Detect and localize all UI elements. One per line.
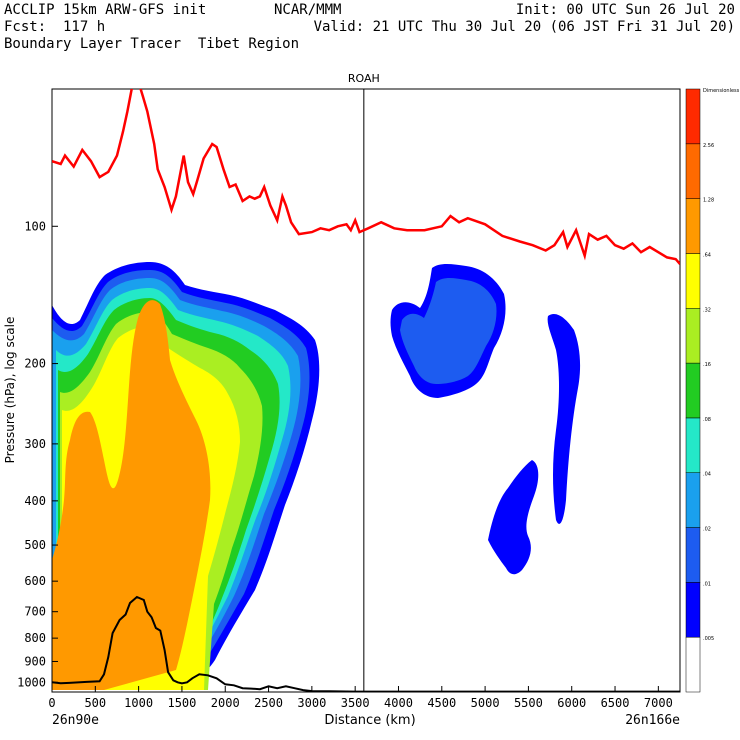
x-tick-label: 5500	[514, 696, 543, 710]
colorbar-swatch	[685, 198, 701, 254]
x-tick-label: 5000	[471, 696, 500, 710]
tracer-contour-fill	[52, 262, 581, 690]
y-tick-label: 500	[24, 538, 46, 552]
y-axis-label: Pressure (hPa), log scale	[3, 317, 17, 464]
x-tick-label: 4500	[427, 696, 456, 710]
header-organization: NCAR/MMM	[274, 2, 342, 18]
colorbar-level-label: Dimensionless	[703, 88, 740, 94]
colorbar-swatch	[685, 143, 701, 199]
colorbar-level-label: .02	[703, 527, 711, 533]
y-tick-label: 400	[24, 494, 46, 508]
colorbar-swatch	[685, 582, 701, 638]
y-tick-label: 100	[24, 219, 46, 233]
contour-blob-far-right	[547, 313, 581, 524]
y-tick-label: 600	[24, 574, 46, 588]
colorbar-swatch	[685, 88, 701, 145]
x-tick-label: 0	[48, 696, 55, 710]
colorbar-level-label: .32	[703, 307, 711, 313]
colorbar-swatch	[685, 472, 701, 528]
y-tick-label: 800	[24, 631, 46, 645]
colorbar-level-label: .08	[703, 417, 711, 423]
x-tick-label: 3500	[341, 696, 370, 710]
x-tick-label: 7000	[644, 696, 673, 710]
contour-blob-upper-right-inner	[400, 278, 497, 384]
colorbar-swatch	[685, 253, 701, 309]
colorbar-level-label: 2.56	[703, 143, 714, 149]
colorbar-swatch	[685, 362, 701, 419]
x-axis-label: Distance (km)	[324, 713, 415, 728]
colorbar-swatch	[685, 417, 701, 473]
x-axis-ticks: 0 500 1000 1500 2000 2500 3000 3500 4000 4500 5000…	[48, 686, 673, 710]
header-model-title: ACCLIP 15km ARW-GFS init	[4, 2, 207, 18]
y-axis-ticks: 100 200 300 400 500 600 700 800 900 1000	[17, 219, 58, 689]
y-tick-label: 300	[24, 437, 46, 451]
x-tick-label: 500	[84, 696, 106, 710]
contour-level-08	[52, 300, 211, 690]
x-tick-label: 3000	[297, 696, 326, 710]
colorbar-level-label: .64	[703, 252, 711, 258]
x-tick-label: 6000	[557, 696, 586, 710]
x-tick-label: 1000	[124, 696, 153, 710]
colorbar: .005 .01 .02 .04 .08 .16 .32 .64 1.28 2.56 Dimensi…	[685, 88, 740, 693]
y-tick-label: 900	[24, 654, 46, 668]
y-tick-label: 700	[24, 605, 46, 619]
y-tick-label: 200	[24, 357, 46, 371]
terrain-line	[52, 595, 680, 692]
x-end-location-label: 26n166e	[625, 713, 680, 728]
header-forecast-hour: Fcst: 117 h	[4, 19, 106, 35]
colorbar-level-label: .16	[703, 362, 711, 368]
colorbar-level-label: .01	[703, 581, 711, 587]
x-tick-label: 2000	[211, 696, 240, 710]
contour-blob-lower-right	[488, 460, 539, 575]
x-tick-label: 2500	[254, 696, 283, 710]
x-tick-label: 1500	[167, 696, 196, 710]
colorbar-swatch	[685, 527, 701, 583]
header-valid-time: Valid: 21 UTC Thu 30 Jul 20 (06 JST Fri …	[313, 19, 735, 35]
x-start-location-label: 26n90e	[52, 713, 99, 728]
x-tick-label: 6500	[601, 696, 630, 710]
header-init-time: Init: 00 UTC Sun 26 Jul 20	[515, 2, 735, 18]
colorbar-level-label: .005	[703, 636, 714, 642]
station-label: ROAH	[348, 72, 380, 85]
x-tick-label: 4000	[384, 696, 413, 710]
colorbar-level-label: .04	[703, 472, 711, 478]
y-tick-label: 1000	[17, 675, 46, 689]
header-product-name: Boundary Layer Tracer Tibet Region	[4, 36, 300, 52]
colorbar-swatch	[685, 308, 701, 364]
colorbar-level-label: 1.28	[703, 198, 714, 204]
colorbar-swatch	[685, 636, 701, 693]
tropopause-line	[52, 89, 680, 265]
